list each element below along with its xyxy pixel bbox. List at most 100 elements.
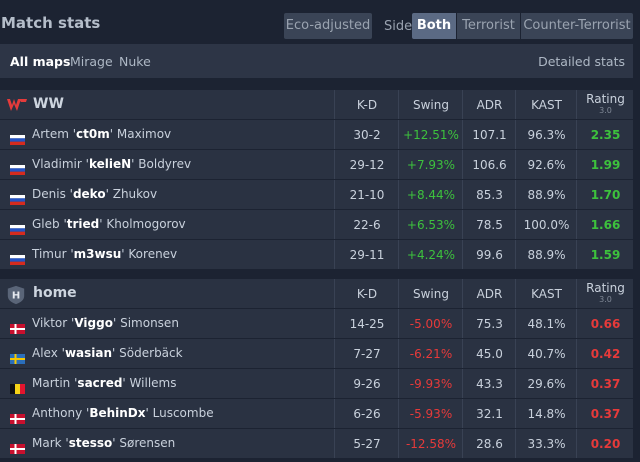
player-last-name: Boldyrev: [138, 157, 192, 171]
player-name[interactable]: Gleb 'tried' Kholmogorov: [32, 217, 186, 231]
flag-ru-icon: [10, 220, 25, 235]
team-name[interactable]: home: [33, 285, 77, 301]
kd-value: 5-27: [334, 429, 399, 458]
flag-dk-icon: [10, 319, 25, 334]
player-row[interactable]: Denis 'deko' Zhukov 21-10 +8.44% 85.3 88.9% 1…: [0, 179, 633, 209]
rating-value: 0.37: [576, 369, 634, 398]
player-name[interactable]: Artem 'ct0m' Maximov: [32, 127, 172, 141]
adr-value: 107.1: [462, 120, 516, 149]
player-nickname: wasian: [64, 346, 113, 360]
side-label: Side: [384, 19, 413, 34]
col-header-kd[interactable]: K-D: [334, 279, 399, 309]
kd-value: 9-26: [334, 369, 399, 398]
player-last-name: Simonsen: [120, 316, 179, 330]
swing-value: +8.44%: [398, 180, 463, 209]
col-header-swing[interactable]: Swing: [398, 90, 463, 120]
col-header-rating[interactable]: Rating 3.0: [576, 90, 634, 120]
player-last-name: Luscombe: [152, 406, 214, 420]
team-name[interactable]: WW: [33, 96, 64, 112]
map-filter-all-maps[interactable]: All maps: [10, 54, 71, 69]
kd-value: 7-27: [334, 339, 399, 368]
player-row[interactable]: Anthony 'BehinDx' Luscombe 6-26 -5.93% 32.1…: [0, 398, 633, 428]
rating-value: 0.66: [576, 309, 634, 338]
player-name[interactable]: Anthony 'BehinDx' Luscombe: [32, 406, 214, 420]
player-nickname: stesso: [68, 436, 113, 450]
kast-value: 100.0%: [515, 210, 577, 239]
player-row[interactable]: Alex 'wasian' Söderbäck 7-27 -6.21% 45.0 40.…: [0, 338, 633, 368]
adr-value: 75.3: [462, 309, 516, 338]
page-title: Match stats: [1, 14, 101, 32]
swing-value: +4.24%: [398, 240, 463, 269]
player-name[interactable]: Mark 'stesso' Sørensen: [32, 436, 176, 450]
svg-text:H: H: [12, 291, 20, 302]
kast-value: 92.6%: [515, 150, 577, 179]
map-filter-nuke[interactable]: Nuke: [119, 54, 151, 69]
rating-label: Rating: [586, 92, 625, 106]
swing-value: +12.51%: [398, 120, 463, 149]
swing-value: -5.93%: [398, 399, 463, 428]
player-last-name: Zhukov: [112, 187, 158, 201]
kast-value: 33.3%: [515, 429, 577, 458]
player-row[interactable]: Gleb 'tried' Kholmogorov 22-6 +6.53% 78.5 10…: [0, 209, 633, 239]
swing-value: +6.53%: [398, 210, 463, 239]
col-header-swing[interactable]: Swing: [398, 279, 463, 309]
col-header-adr[interactable]: ADR: [462, 90, 516, 120]
flag-ru-icon: [10, 190, 25, 205]
adr-value: 32.1: [462, 399, 516, 428]
rating-value: 1.99: [576, 150, 634, 179]
player-name[interactable]: Denis 'deko' Zhukov: [32, 187, 158, 201]
col-header-adr[interactable]: ADR: [462, 279, 516, 309]
swing-value: -12.58%: [398, 429, 463, 458]
player-first-name: Vladimir: [32, 157, 82, 171]
player-row[interactable]: Artem 'ct0m' Maximov 30-2 +12.51% 107.1 96.3…: [0, 119, 633, 149]
player-row[interactable]: Viktor 'Viggo' Simonsen 14-25 -5.00% 75.3 48…: [0, 308, 633, 338]
player-name[interactable]: Timur 'm3wsu' Korenev: [32, 247, 178, 261]
player-first-name: Gleb: [32, 217, 60, 231]
eco-adjusted-toggle[interactable]: Eco-adjusted: [284, 13, 372, 39]
kd-value: 30-2: [334, 120, 399, 149]
flag-ru-icon: [10, 160, 25, 175]
kd-value: 21-10: [334, 180, 399, 209]
swing-value: -6.21%: [398, 339, 463, 368]
rating-value: 1.59: [576, 240, 634, 269]
rating-label: Rating: [586, 281, 625, 295]
player-name[interactable]: Martin 'sacred' Willems: [32, 376, 177, 390]
player-last-name: Sørensen: [119, 436, 176, 450]
player-row[interactable]: Vladimir 'kelieN' Boldyrev 29-12 +7.93% 106…: [0, 149, 633, 179]
player-nickname: BehinDx: [89, 406, 146, 420]
rating-value: 0.37: [576, 399, 634, 428]
player-first-name: Martin: [32, 376, 71, 390]
player-nickname: deko: [72, 187, 106, 201]
rating-value: 0.20: [576, 429, 634, 458]
detailed-stats-link[interactable]: Detailed stats: [538, 54, 625, 69]
adr-value: 43.3: [462, 369, 516, 398]
rating-value: 0.42: [576, 339, 634, 368]
player-last-name: Söderbäck: [119, 346, 183, 360]
kd-value: 14-25: [334, 309, 399, 338]
player-name[interactable]: Vladimir 'kelieN' Boldyrev: [32, 157, 192, 171]
col-header-kast[interactable]: KAST: [515, 90, 577, 120]
side-option-both[interactable]: Both: [412, 13, 456, 39]
swing-value: -5.00%: [398, 309, 463, 338]
player-first-name: Denis: [32, 187, 66, 201]
player-name[interactable]: Viktor 'Viggo' Simonsen: [32, 316, 179, 330]
player-nickname: ct0m: [76, 127, 110, 141]
col-header-rating[interactable]: Rating 3.0: [576, 279, 634, 309]
kd-value: 22-6: [334, 210, 399, 239]
col-header-kast[interactable]: KAST: [515, 279, 577, 309]
player-row[interactable]: Timur 'm3wsu' Korenev 29-11 +4.24% 99.6 88.9…: [0, 239, 633, 269]
player-row[interactable]: Mark 'stesso' Sørensen 5-27 -12.58% 28.6 33.…: [0, 428, 633, 458]
col-header-kd[interactable]: K-D: [334, 90, 399, 120]
side-option-terrorist[interactable]: Terrorist: [457, 13, 520, 39]
match-stats-header: Match stats Eco-adjusted Side Both Terro…: [0, 0, 640, 44]
player-first-name: Alex: [32, 346, 58, 360]
kd-value: 29-12: [334, 150, 399, 179]
flag-dk-icon: [10, 409, 25, 424]
adr-value: 28.6: [462, 429, 516, 458]
side-option-counter-terrorist[interactable]: Counter-Terrorist: [521, 13, 633, 39]
player-nickname: tried: [66, 217, 100, 231]
player-name[interactable]: Alex 'wasian' Söderbäck: [32, 346, 183, 360]
player-first-name: Mark: [32, 436, 62, 450]
player-row[interactable]: Martin 'sacred' Willems 9-26 -9.93% 43.3 29.…: [0, 368, 633, 398]
map-filter-mirage[interactable]: Mirage: [70, 54, 113, 69]
